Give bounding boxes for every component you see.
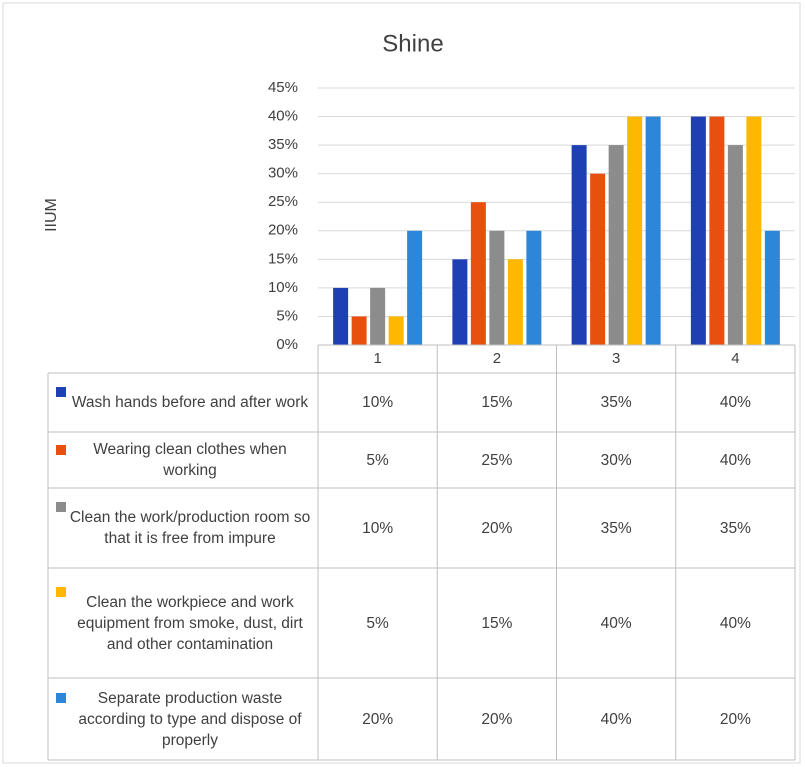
bar xyxy=(452,259,468,345)
table-value: 10% xyxy=(362,394,394,411)
table-value: 40% xyxy=(600,614,632,632)
y-axis-label: IIUM xyxy=(43,198,60,232)
table-value: 20% xyxy=(362,710,394,728)
legend-label: Clean the workpiece and work equipment f… xyxy=(77,593,303,653)
bar xyxy=(470,202,486,345)
bar xyxy=(746,116,762,345)
y-tick-label: 40% xyxy=(268,108,298,125)
bar xyxy=(571,145,587,345)
legend-key xyxy=(56,586,66,597)
x-tick-label: 3 xyxy=(612,350,620,367)
chart-title: Shine xyxy=(382,30,443,57)
table-value: 40% xyxy=(600,710,632,728)
bar xyxy=(627,116,643,345)
bar xyxy=(388,316,404,345)
table-value: 15% xyxy=(481,614,513,632)
y-tick-label: 0% xyxy=(276,336,298,353)
bar xyxy=(590,173,606,345)
legend-key xyxy=(56,387,66,397)
bar xyxy=(690,116,706,345)
x-tick-label: 1 xyxy=(373,350,381,367)
y-tick-label: 30% xyxy=(268,165,298,182)
bar xyxy=(764,230,780,345)
y-tick-label: 35% xyxy=(268,136,298,153)
bar xyxy=(351,316,367,345)
bar xyxy=(645,116,661,345)
table-value: 20% xyxy=(481,710,513,728)
table-value: 15% xyxy=(481,394,513,411)
y-tick-label: 5% xyxy=(276,307,298,324)
legend-label: Wash hands before and after work xyxy=(71,394,309,411)
legend-key xyxy=(56,502,66,512)
bar xyxy=(709,116,725,345)
table-value: 5% xyxy=(366,614,389,632)
bar xyxy=(727,145,743,345)
table-value: 30% xyxy=(600,451,632,469)
bar xyxy=(507,259,523,345)
x-tick-label: 2 xyxy=(493,350,501,367)
bar xyxy=(407,230,423,345)
table-value: 35% xyxy=(600,519,632,537)
legend-label: Separate production waste according to t… xyxy=(78,689,302,749)
table-value: 40% xyxy=(719,614,751,632)
table-value: 35% xyxy=(719,519,751,537)
bar xyxy=(489,230,505,345)
bar xyxy=(370,287,386,345)
legend-key xyxy=(56,444,66,455)
table-value: 25% xyxy=(481,451,513,469)
table-value: 35% xyxy=(600,394,632,411)
table-value: 20% xyxy=(719,710,751,728)
bar xyxy=(526,230,542,345)
y-tick-label: 15% xyxy=(268,250,298,267)
x-tick-label: 4 xyxy=(731,350,739,367)
legend-label: Clean the work/production room so that i… xyxy=(69,509,311,547)
y-tick-label: 20% xyxy=(268,222,298,239)
y-tick-label: 10% xyxy=(268,279,298,296)
legend-key xyxy=(56,693,66,703)
legend-label: Wearing clean clothes when working xyxy=(93,441,287,479)
table-value: 40% xyxy=(719,451,751,469)
table-value: 10% xyxy=(362,519,394,537)
table-value: 5% xyxy=(366,451,389,469)
table-value: 20% xyxy=(481,519,513,537)
bar xyxy=(333,287,349,345)
y-tick-label: 45% xyxy=(268,79,298,96)
bar xyxy=(608,145,624,345)
y-tick-label: 25% xyxy=(268,193,298,210)
table-value: 40% xyxy=(719,394,751,411)
